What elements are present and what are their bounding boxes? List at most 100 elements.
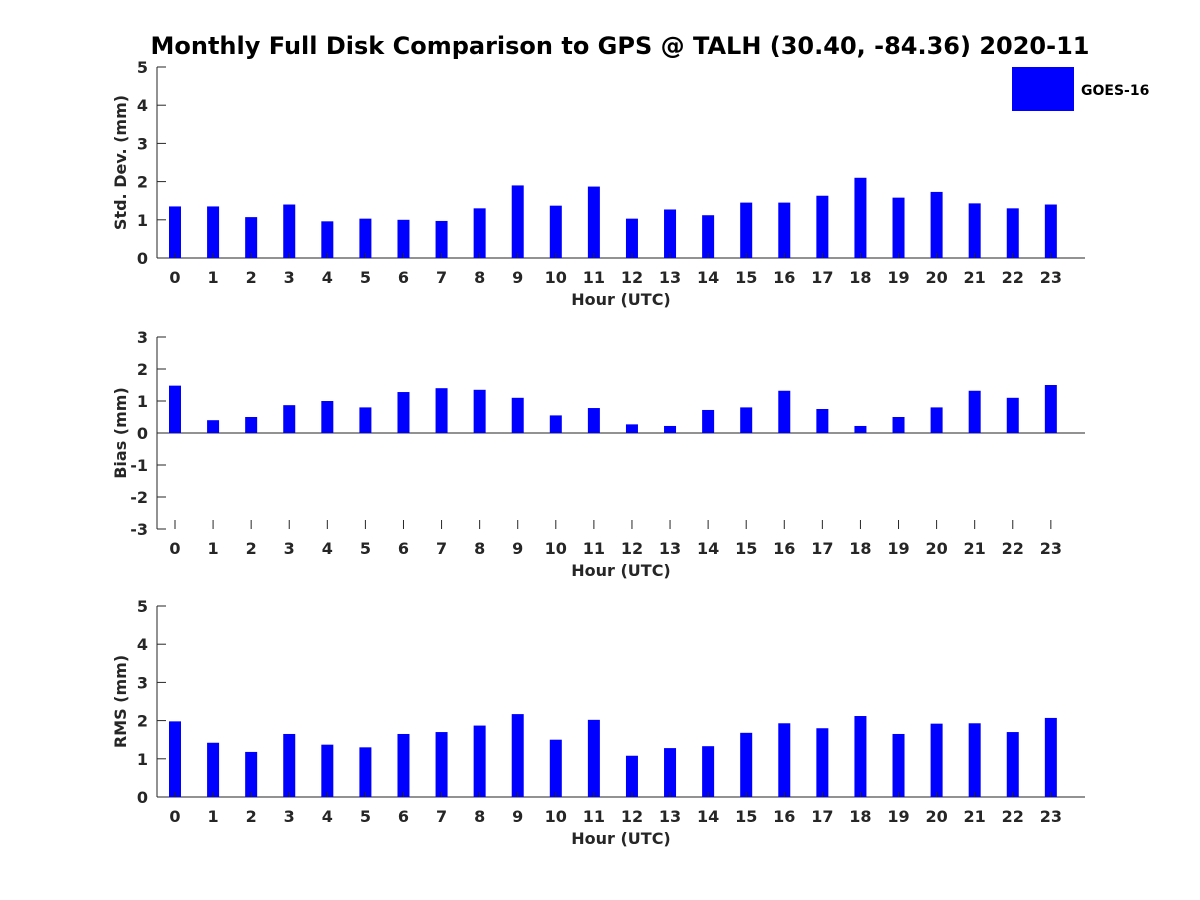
x-tick-label: 9 [512,268,523,287]
y-tick-label: 3 [137,134,148,153]
x-tick-label: 21 [964,539,986,558]
legend-label: GOES-16 [1081,83,1149,99]
bar [207,420,220,433]
bar [892,733,905,797]
bar [549,415,562,433]
x-tick-label: 12 [621,268,643,287]
x-tick-label: 19 [887,539,909,558]
bar [321,401,334,433]
x-tick-label: 2 [246,268,257,287]
y-tick-label: 4 [137,96,148,115]
y-tick-label: 0 [137,424,148,443]
x-tick-label: 17 [811,268,833,287]
x-tick-label: 13 [659,539,681,558]
bar [283,405,296,433]
bar [625,755,638,797]
chart-title: Monthly Full Disk Comparison to GPS @ TA… [151,32,1090,60]
x-tick-label: 1 [208,268,219,287]
bar [892,197,905,258]
bar [587,719,600,797]
bar [207,742,220,797]
bar [778,723,791,797]
x-tick-label: 17 [811,539,833,558]
x-tick-label: 23 [1040,268,1062,287]
x-axis-label: Hour (UTC) [571,561,671,580]
x-axis-label: Hour (UTC) [571,290,671,309]
y-tick-label: 1 [137,392,148,411]
x-tick-label: 5 [360,539,371,558]
x-tick-label: 21 [964,807,986,826]
y-tick-label: 2 [137,360,148,379]
x-tick-label: 0 [169,807,180,826]
x-tick-label: 6 [398,268,409,287]
bar [511,714,524,797]
x-tick-label: 15 [735,268,757,287]
x-tick-label: 20 [925,268,947,287]
y-axis-label: Bias (mm) [111,387,130,479]
x-tick-label: 16 [773,268,795,287]
bar [930,407,943,433]
bar [664,425,677,433]
x-tick-label: 6 [398,539,409,558]
y-tick-label: 3 [137,673,148,692]
y-tick-label: 5 [137,597,148,616]
x-tick-label: 5 [360,268,371,287]
x-tick-label: 0 [169,268,180,287]
x-tick-label: 19 [887,807,909,826]
x-tick-label: 20 [925,539,947,558]
bar [359,747,372,797]
x-tick-label: 22 [1002,807,1024,826]
x-tick-label: 0 [169,539,180,558]
bar [702,409,715,433]
x-tick-label: 10 [545,807,567,826]
bar [740,732,753,797]
x-tick-label: 4 [322,539,333,558]
x-tick-label: 3 [284,807,295,826]
x-tick-label: 3 [284,539,295,558]
x-tick-label: 10 [545,539,567,558]
x-tick-label: 22 [1002,539,1024,558]
x-tick-label: 2 [246,807,257,826]
x-tick-label: 3 [284,268,295,287]
y-tick-label: 3 [137,328,148,347]
x-tick-label: 7 [436,268,447,287]
bar [435,732,448,797]
bar [625,218,638,258]
bar [245,417,258,433]
x-tick-label: 8 [474,807,485,826]
x-tick-label: 16 [773,807,795,826]
y-tick-label: 5 [137,58,148,77]
bar [930,191,943,258]
x-tick-label: 20 [925,807,947,826]
y-tick-label: 0 [137,788,148,807]
bar [1006,397,1019,433]
x-axis-label: Hour (UTC) [571,829,671,848]
bar [892,417,905,433]
x-tick-label: 14 [697,539,719,558]
x-tick-label: 6 [398,807,409,826]
bar [397,733,410,797]
bar [1006,208,1019,258]
y-axis-label: Std. Dev. (mm) [111,95,130,230]
bar [778,202,791,258]
bar [473,725,486,797]
legend: GOES-16 [1012,67,1149,111]
x-tick-label: 4 [322,268,333,287]
bar [930,723,943,797]
bar [169,206,181,258]
y-tick-label: 1 [137,750,148,769]
bar [702,215,715,258]
x-tick-label: 10 [545,268,567,287]
bar [587,186,600,258]
x-tick-label: 22 [1002,268,1024,287]
bar [397,219,410,258]
x-tick-label: 12 [621,539,643,558]
x-tick-label: 9 [512,807,523,826]
y-tick-label: 0 [137,249,148,268]
bar [664,748,677,797]
bar [1006,732,1019,797]
